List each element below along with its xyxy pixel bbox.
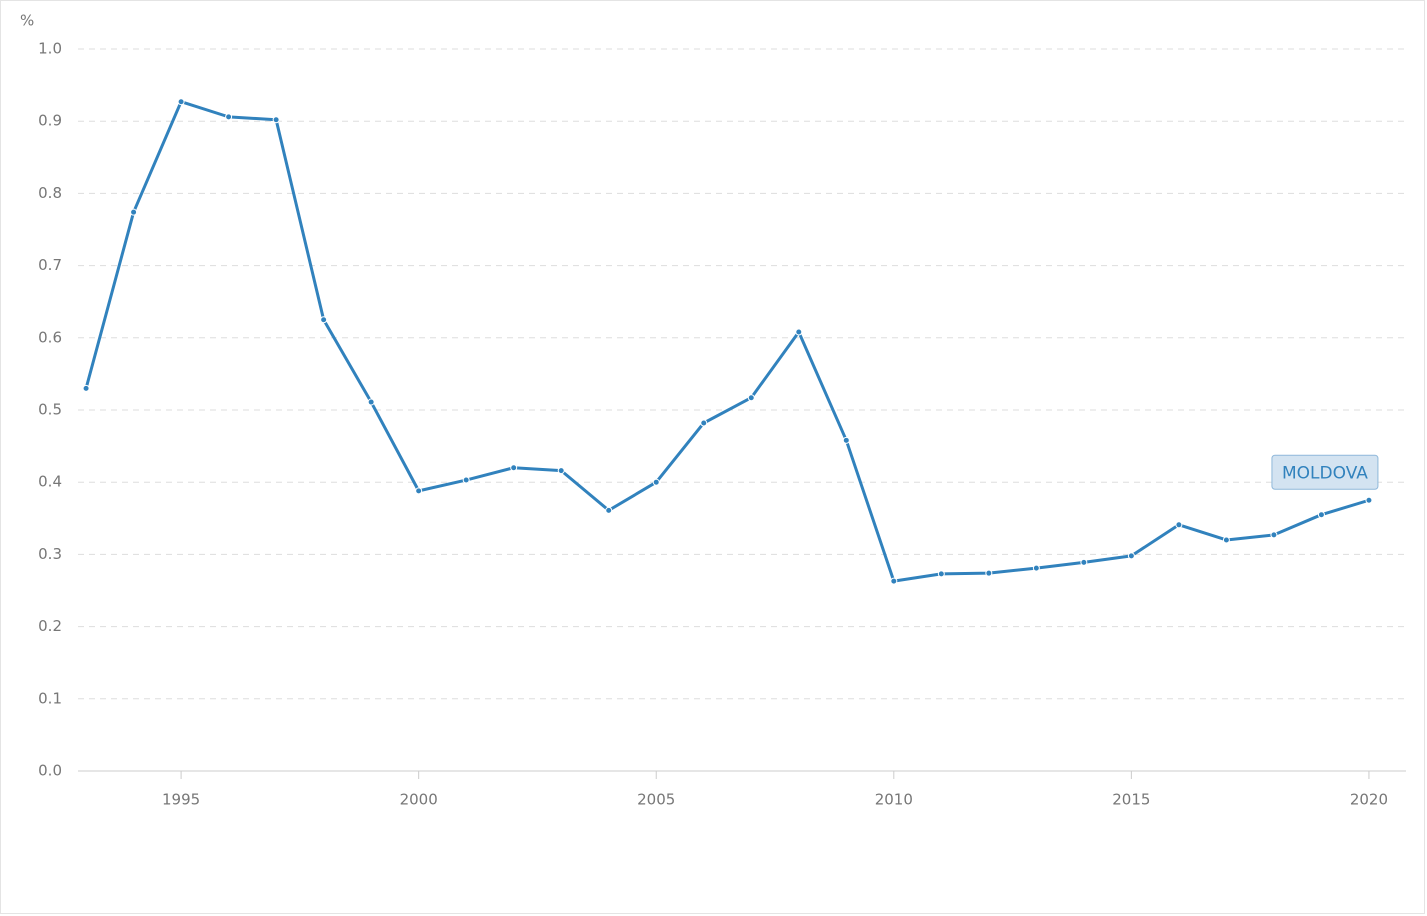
point bbox=[510, 464, 518, 472]
point bbox=[225, 113, 233, 121]
point bbox=[842, 436, 850, 444]
y-tick-label: 0.3 bbox=[38, 545, 62, 563]
point bbox=[1222, 536, 1230, 544]
y-unit: % bbox=[20, 12, 34, 30]
point bbox=[747, 394, 755, 402]
y-tick-label: 0.0 bbox=[38, 762, 62, 780]
y-tick-label: 0.8 bbox=[38, 184, 62, 202]
y-tick-label: 0.2 bbox=[38, 617, 62, 635]
point bbox=[1080, 558, 1088, 566]
point bbox=[985, 569, 993, 577]
x-tick-label: 2005 bbox=[637, 791, 675, 809]
point bbox=[1270, 531, 1278, 539]
point bbox=[82, 384, 90, 392]
point bbox=[272, 116, 280, 124]
point bbox=[652, 478, 660, 486]
y-tick-label: 0.1 bbox=[38, 689, 62, 707]
point bbox=[415, 487, 423, 495]
point bbox=[937, 570, 945, 578]
y-tick-label: 0.6 bbox=[38, 328, 62, 346]
point bbox=[795, 328, 803, 336]
y-tick-label: 1.0 bbox=[38, 40, 62, 58]
y-tick-label: 0.4 bbox=[38, 473, 62, 491]
point bbox=[462, 476, 470, 484]
line bbox=[84, 100, 1370, 583]
point bbox=[320, 316, 328, 324]
legend-box bbox=[1271, 454, 1379, 490]
y-tick-label: 0.7 bbox=[38, 256, 62, 274]
point bbox=[1317, 511, 1325, 519]
point bbox=[1365, 496, 1373, 504]
point bbox=[1032, 564, 1040, 572]
point bbox=[557, 467, 565, 475]
point bbox=[130, 208, 138, 216]
y-tick-label: 0.5 bbox=[38, 401, 62, 419]
point bbox=[605, 506, 613, 514]
x-tick-label: 2015 bbox=[1112, 791, 1150, 809]
legend-label: MOLDOVA bbox=[1282, 463, 1368, 483]
x-tick-label: 1995 bbox=[162, 791, 200, 809]
point bbox=[177, 98, 185, 106]
x-tick-label: 2000 bbox=[400, 791, 438, 809]
point bbox=[700, 419, 708, 427]
point bbox=[367, 398, 375, 406]
point bbox=[1175, 521, 1183, 529]
x-tick-label: 2020 bbox=[1350, 791, 1388, 809]
point bbox=[890, 577, 898, 585]
y-tick-label: 0.9 bbox=[38, 112, 62, 130]
point bbox=[1127, 552, 1135, 560]
x-tick-label: 2010 bbox=[875, 791, 913, 809]
